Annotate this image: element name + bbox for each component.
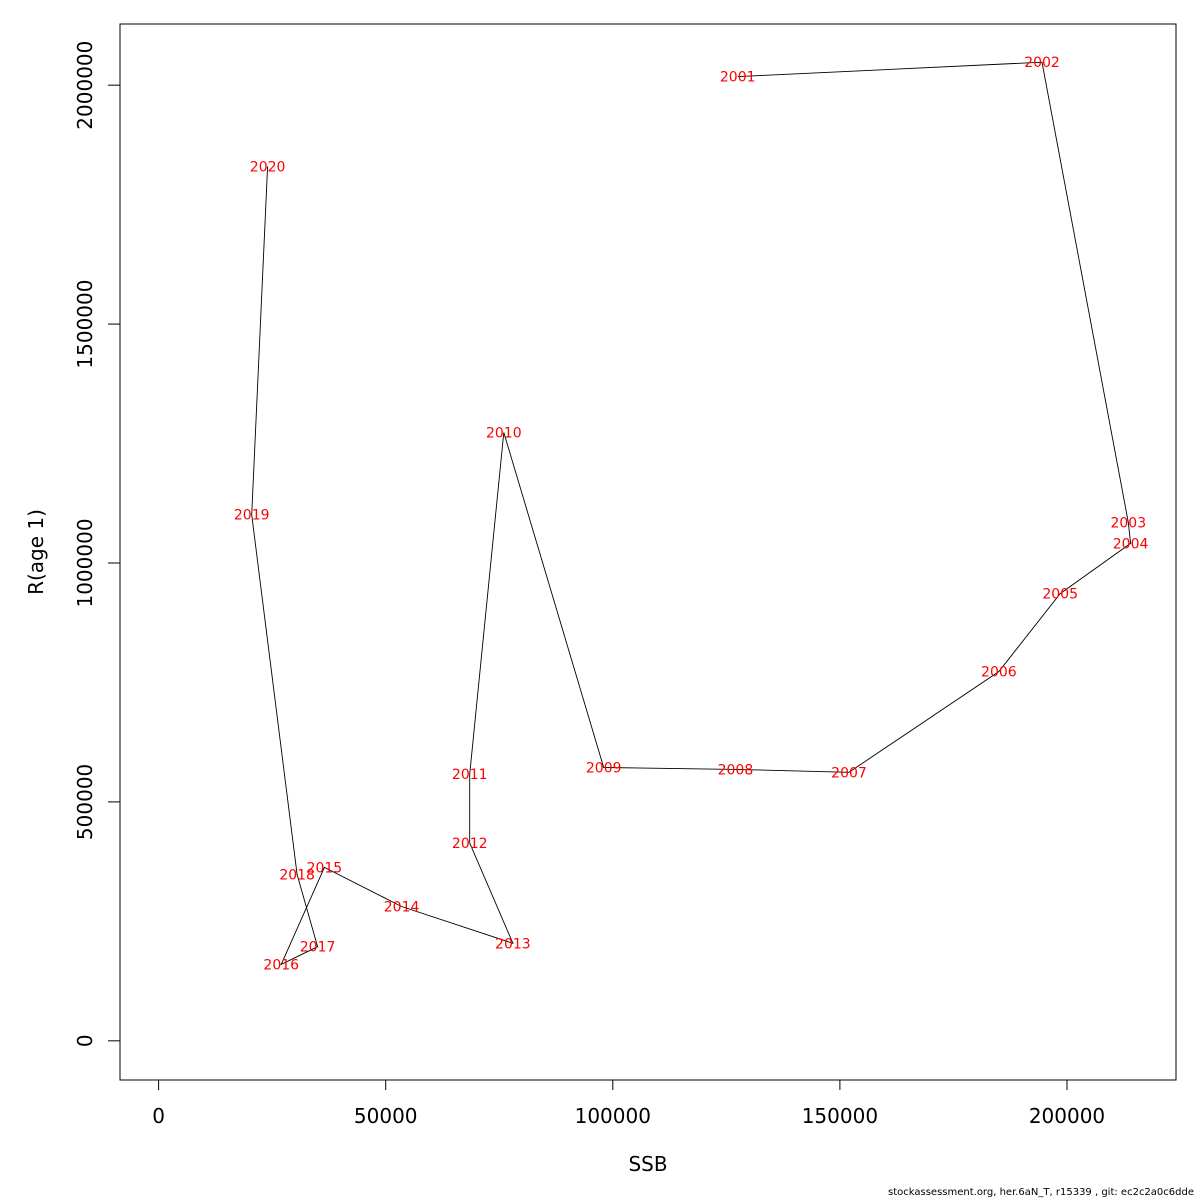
point-label-2001: 2001 (720, 70, 756, 86)
x-tick-label: 200000 (1029, 1104, 1105, 1128)
y-tick-label: 1000000 (73, 518, 97, 607)
point-label-2019: 2019 (234, 508, 270, 524)
footer-credit: stockassessment.org, her.6aN_T, r15339 ,… (888, 1187, 1194, 1198)
point-label-2013: 2013 (495, 936, 531, 952)
point-label-2018: 2018 (279, 868, 315, 884)
point-label-2016: 2016 (263, 957, 299, 973)
x-tick-label: 0 (152, 1104, 165, 1128)
y-tick-label: 0 (73, 1034, 97, 1047)
point-label-2006: 2006 (981, 664, 1017, 680)
y-tick-label: 2000000 (73, 41, 97, 130)
series-line (251, 61, 1132, 966)
y-axis-label: R(age 1) (24, 509, 48, 595)
point-label-2004: 2004 (1113, 536, 1149, 552)
y-tick-label: 500000 (73, 764, 97, 840)
point-label-2008: 2008 (718, 762, 754, 778)
point-label-2009: 2009 (586, 761, 622, 777)
point-label-2002: 2002 (1024, 55, 1060, 71)
point-label-2011: 2011 (452, 767, 488, 783)
point-label-2015: 2015 (307, 860, 343, 876)
plot-frame (119, 23, 1177, 1081)
x-axis: 0 50000 100000 150000 200000 (152, 1079, 1105, 1128)
point-label-2014: 2014 (384, 900, 420, 916)
y-axis: 0 500000 1000000 1500000 2000000 (73, 41, 121, 1047)
y-tick-label: 1500000 (73, 280, 97, 369)
point-label-2020: 2020 (250, 159, 286, 175)
point-label-2003: 2003 (1110, 515, 1146, 531)
x-tick-label: 100000 (575, 1104, 651, 1128)
point-labels: 2001 2002 2003 2004 2005 2006 2007 2008 2009 2010… (234, 55, 1149, 973)
x-tick-label: 50000 (354, 1104, 418, 1128)
point-label-2007: 2007 (831, 765, 867, 781)
point-label-2017: 2017 (300, 940, 336, 956)
point-label-2012: 2012 (452, 836, 488, 852)
point-label-2005: 2005 (1042, 587, 1078, 603)
point-label-2010: 2010 (486, 426, 522, 442)
x-axis-label: SSB (628, 1152, 667, 1176)
x-tick-label: 150000 (802, 1104, 878, 1128)
